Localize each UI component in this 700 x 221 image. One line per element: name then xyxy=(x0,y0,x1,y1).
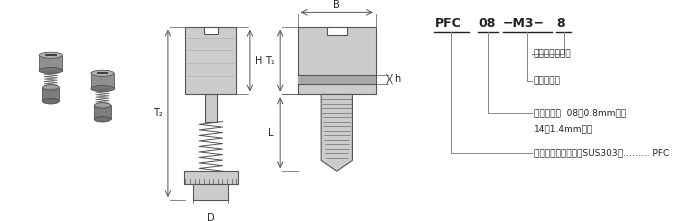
Ellipse shape xyxy=(39,67,62,74)
Bar xyxy=(327,27,346,35)
Text: 14：1.4mm以上: 14：1.4mm以上 xyxy=(534,124,593,133)
Ellipse shape xyxy=(91,86,114,92)
Text: 8: 8 xyxy=(556,17,565,30)
Text: ファスナー長さ: ファスナー長さ xyxy=(534,49,572,58)
Text: T₁: T₁ xyxy=(265,56,275,66)
Text: 08: 08 xyxy=(478,17,496,30)
Bar xyxy=(193,184,228,200)
Ellipse shape xyxy=(91,70,114,76)
Ellipse shape xyxy=(94,116,111,122)
Text: 取付け板厚  08：0.8mm以上: 取付け板厚 08：0.8mm以上 xyxy=(534,108,626,117)
Polygon shape xyxy=(39,55,62,70)
Text: −M3−: −M3− xyxy=(503,17,545,30)
Bar xyxy=(205,95,217,122)
Bar xyxy=(186,27,236,95)
Text: L: L xyxy=(267,128,273,138)
Bar xyxy=(204,27,218,34)
Bar xyxy=(298,27,376,95)
Polygon shape xyxy=(43,88,59,101)
Text: ネジサイズ: ネジサイズ xyxy=(534,76,561,86)
Text: 材質：ステンレス（SUS303）……… PFC: 材質：ステンレス（SUS303）……… PFC xyxy=(534,149,669,158)
Ellipse shape xyxy=(43,85,59,90)
Text: T₂: T₂ xyxy=(153,109,163,118)
Text: h: h xyxy=(394,74,400,84)
Polygon shape xyxy=(94,105,111,119)
Text: H: H xyxy=(255,56,262,66)
Bar xyxy=(298,75,376,84)
Ellipse shape xyxy=(43,99,59,104)
Polygon shape xyxy=(91,73,114,89)
Text: D: D xyxy=(207,213,215,221)
Text: PFC: PFC xyxy=(435,17,461,30)
Polygon shape xyxy=(321,95,352,171)
Ellipse shape xyxy=(39,52,62,58)
Ellipse shape xyxy=(94,103,111,108)
Text: B: B xyxy=(333,0,340,10)
Bar xyxy=(183,171,238,184)
